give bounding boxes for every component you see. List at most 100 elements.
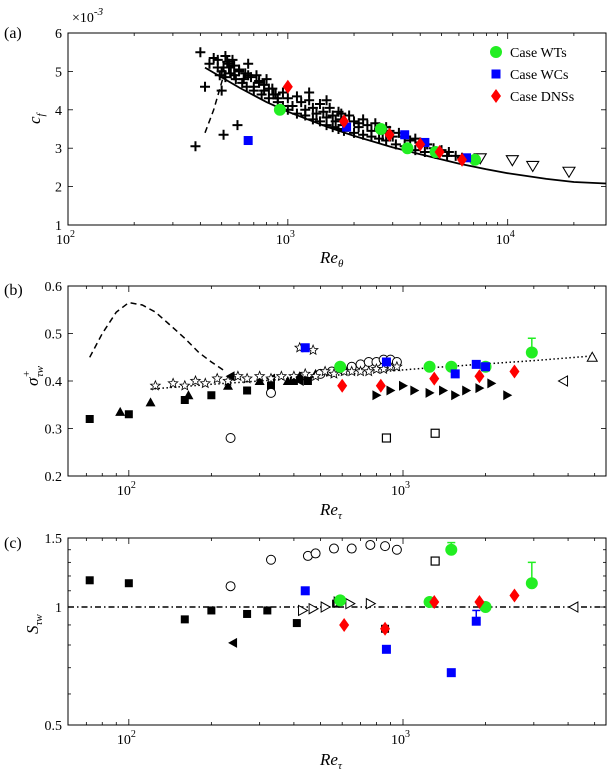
point-open-stars <box>377 363 390 375</box>
point-WTs <box>525 346 538 359</box>
point-DNSs <box>339 617 350 632</box>
point-DNSs <box>429 371 440 386</box>
point-crosses <box>362 120 373 131</box>
point-DNSs <box>337 378 348 393</box>
y-tick-label: 0.6 <box>45 280 63 295</box>
point-WCs <box>471 616 481 626</box>
point-crosses <box>314 99 325 110</box>
point-WCs <box>481 362 491 372</box>
series-line-dashed-curve <box>89 301 226 373</box>
point-crosses <box>291 108 302 119</box>
point-filled-squares <box>263 606 272 615</box>
point-crosses <box>304 87 315 98</box>
point-open-triangles-right <box>298 604 309 617</box>
panel-b: (b) 102 103 0.2 0.3 0.4 0.5 0.6 σ+τw Reτ <box>4 280 607 522</box>
point-crosses <box>200 81 211 92</box>
point-filled-triangles-right <box>503 390 513 401</box>
point-crosses <box>195 47 206 58</box>
y-multiplier: ×10-3 <box>72 6 104 26</box>
point-filled-triangles-right <box>487 378 497 389</box>
point-filled-squares <box>243 609 252 618</box>
legend-marker-diamond <box>491 89 501 103</box>
x-tick-label: 103 <box>391 480 410 499</box>
point-open-stars <box>299 367 312 379</box>
y-axis-label-a: cf <box>25 111 47 124</box>
point-open-stars <box>232 370 244 382</box>
y-tick-label: 1 <box>55 601 62 616</box>
legend: Case WTs Case WCs Case DNSs <box>490 46 574 105</box>
point-open-stars <box>328 367 340 379</box>
panel-label-b: (b) <box>4 282 23 299</box>
point-open-circles <box>328 543 339 554</box>
point-open-triangles-left <box>557 375 569 387</box>
point-filled-triangles-up <box>183 390 194 400</box>
point-filled-triangles-right <box>386 385 396 396</box>
point-open-stars <box>391 360 403 372</box>
point-DNSs <box>429 594 440 609</box>
y-tick-label: 0.4 <box>45 375 63 390</box>
series-line-dashed-fit <box>204 69 227 134</box>
legend-marker-circle <box>490 46 502 58</box>
legend-label: Case DNSs <box>510 90 574 105</box>
point-DNSs <box>282 79 293 94</box>
point-DNSs <box>509 364 520 379</box>
y-tick-label: 5 <box>55 65 62 80</box>
point-WCs <box>342 122 352 132</box>
point-filled-triangles-left <box>225 371 235 382</box>
y-tick-label: 0.5 <box>45 328 63 343</box>
point-crosses <box>336 108 347 119</box>
point-filled-squares <box>266 381 275 390</box>
plot-area-c <box>68 539 606 678</box>
point-open-stars <box>275 370 288 382</box>
point-filled-triangles-right <box>425 387 435 398</box>
point-open-circles <box>310 548 321 559</box>
y-tick-label: 0.2 <box>45 470 63 485</box>
point-crosses <box>442 150 453 161</box>
point-crosses <box>254 77 265 88</box>
point-crosses <box>344 110 355 121</box>
axes-frame-b <box>67 285 607 477</box>
x-tick-label: 103 <box>391 729 410 748</box>
point-open-stars <box>199 377 212 389</box>
point-open-stars <box>253 370 266 382</box>
point-open-circles <box>346 543 357 554</box>
point-crosses <box>311 108 322 119</box>
point-crosses <box>291 91 302 102</box>
point-crosses <box>234 66 245 77</box>
point-open-triangles-right <box>320 601 332 613</box>
point-open-circles <box>265 387 276 398</box>
point-crosses <box>277 87 288 98</box>
point-open-stars <box>149 379 162 391</box>
point-WTs <box>334 594 347 607</box>
point-WCs <box>450 369 460 379</box>
plot-area-b <box>85 301 599 443</box>
point-open-circles <box>265 554 276 565</box>
point-WTs <box>423 360 436 373</box>
point-crosses <box>263 83 274 94</box>
y-tick-label: 4 <box>55 104 62 119</box>
point-WCs <box>300 586 310 596</box>
axes-b: 102 103 0.2 0.3 0.4 0.5 0.6 <box>45 280 606 499</box>
point-crosses <box>218 62 229 73</box>
point-filled-triangles-up <box>115 406 126 416</box>
x-axis-label-c: Reτ <box>319 750 343 772</box>
axes-frame-c <box>67 537 607 726</box>
point-open-triangles-up <box>586 351 599 362</box>
point-crosses <box>204 58 215 69</box>
point-WCs <box>462 153 472 163</box>
point-DNSs <box>457 152 468 167</box>
point-filled-squares <box>180 615 189 624</box>
point-crosses <box>390 139 401 150</box>
point-open-stars <box>167 377 179 389</box>
panel-label-a: (a) <box>4 25 22 42</box>
point-WCs <box>420 137 430 147</box>
point-crosses <box>327 122 338 133</box>
point-filled-squares <box>85 415 94 423</box>
point-DNSs <box>384 127 395 142</box>
point-crosses <box>216 85 227 96</box>
point-crosses <box>282 93 293 104</box>
point-crosses <box>220 51 231 62</box>
point-filled-squares <box>303 377 312 385</box>
point-crosses <box>220 72 231 83</box>
point-open-circles <box>380 541 391 552</box>
